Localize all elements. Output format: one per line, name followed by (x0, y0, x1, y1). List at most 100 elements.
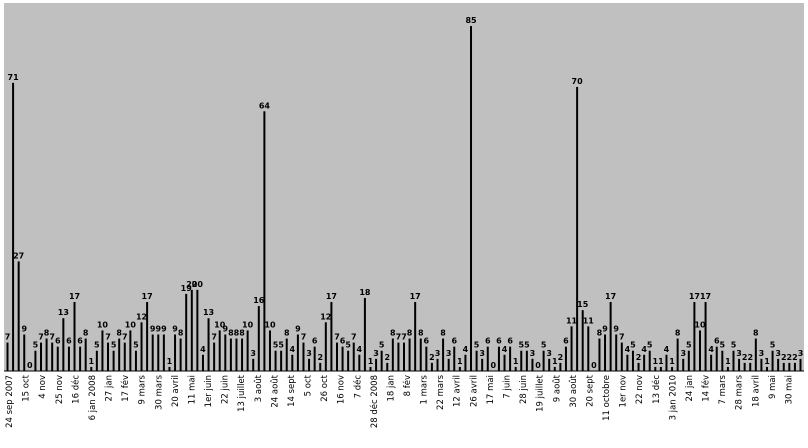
bar (213, 342, 216, 371)
data-label: 3 (775, 349, 781, 358)
x-tick-label: 17 fév (120, 375, 131, 402)
bar (436, 358, 439, 371)
bar (319, 362, 322, 371)
x-tick-label: 7 juin (503, 375, 513, 399)
data-label: 3 (736, 349, 742, 358)
data-label: 0 (27, 361, 33, 370)
data-label: 2 (787, 353, 793, 362)
data-label: 2 (317, 353, 323, 362)
x-tick-label: 22 nov (635, 375, 645, 404)
x-tick-label: 17 mai (486, 375, 496, 404)
data-label: 18 (359, 288, 371, 297)
data-label: 9 (150, 324, 156, 333)
bar (375, 358, 378, 371)
data-label: 8 (239, 329, 245, 338)
bar (67, 346, 70, 371)
data-label: 3 (530, 349, 536, 358)
bar (671, 366, 674, 371)
x-tick-label: 18 jan (386, 375, 396, 401)
plot-area (4, 3, 804, 371)
bar (391, 338, 394, 371)
data-label: 2 (742, 353, 748, 362)
data-label: 0 (491, 361, 497, 370)
bar (408, 338, 411, 371)
bar (654, 366, 657, 371)
bar (140, 322, 143, 371)
data-label: 8 (228, 329, 234, 338)
bar (643, 354, 646, 371)
x-tick-label: 14 sept (287, 374, 297, 407)
data-label: 1 (513, 357, 519, 366)
data-label: 3 (680, 349, 686, 358)
bar (687, 350, 690, 371)
data-label: 9 (21, 324, 27, 333)
bar (190, 289, 193, 371)
bar (386, 362, 389, 371)
bar (458, 366, 461, 371)
bar (548, 358, 551, 371)
bar (581, 310, 584, 371)
data-label: 4 (502, 345, 508, 354)
bar (715, 346, 718, 371)
data-label: 2 (747, 353, 753, 362)
bar (12, 82, 15, 372)
data-label: 5 (379, 341, 385, 350)
data-label: 4 (290, 345, 296, 354)
data-label: 2 (792, 353, 798, 362)
data-label: 71 (8, 73, 20, 82)
bar (162, 334, 165, 371)
bar (45, 338, 48, 371)
bar (252, 358, 255, 371)
bar (793, 362, 796, 371)
data-label: 3 (798, 349, 804, 358)
x-tick-label: 11 mai (187, 375, 197, 404)
x-tick-label: 1er juin (204, 375, 214, 407)
bar (659, 366, 662, 371)
bar (90, 366, 93, 371)
x-tick-label: 30 août (569, 374, 579, 407)
x-tick-label: 22 mars (436, 374, 446, 410)
data-label: 85 (465, 16, 477, 25)
data-label: 6 (496, 337, 502, 346)
bar (721, 350, 724, 371)
bar (648, 350, 651, 371)
data-label: 6 (77, 337, 83, 346)
bar (570, 326, 573, 371)
x-tick-label: 16 déc (70, 375, 81, 404)
bar (486, 346, 489, 371)
bar (17, 261, 20, 371)
data-label: 2 (429, 353, 435, 362)
bar (470, 26, 473, 372)
bar (754, 338, 757, 371)
x-tick-label: 3 août (254, 374, 264, 402)
data-label: 9 (295, 324, 301, 333)
bar (475, 350, 478, 371)
bar (464, 354, 467, 371)
data-label: 10 (694, 320, 706, 329)
bar (682, 358, 685, 371)
x-tick-label: 24 sep 2007 (5, 375, 15, 428)
bar (274, 350, 277, 371)
data-label: 7 (396, 333, 402, 342)
bar (799, 358, 802, 371)
data-label: 0 (535, 361, 541, 370)
bar (291, 354, 294, 371)
bar (626, 354, 629, 371)
data-label: 2 (781, 353, 787, 362)
bar (157, 334, 160, 371)
bar (369, 366, 372, 371)
data-label: 7 (401, 333, 407, 342)
data-label: 17 (69, 292, 80, 301)
data-label: 3 (250, 349, 256, 358)
x-tick-label: 9 août (552, 374, 562, 402)
bar (201, 354, 204, 371)
data-label: 8 (407, 329, 413, 338)
data-label: 2 (384, 353, 390, 362)
bar (335, 342, 338, 371)
data-label: 5 (630, 341, 636, 350)
bar (296, 334, 299, 371)
x-tick-label: 8 fév (402, 375, 413, 396)
data-label: 12 (136, 312, 147, 321)
bar (84, 338, 87, 371)
